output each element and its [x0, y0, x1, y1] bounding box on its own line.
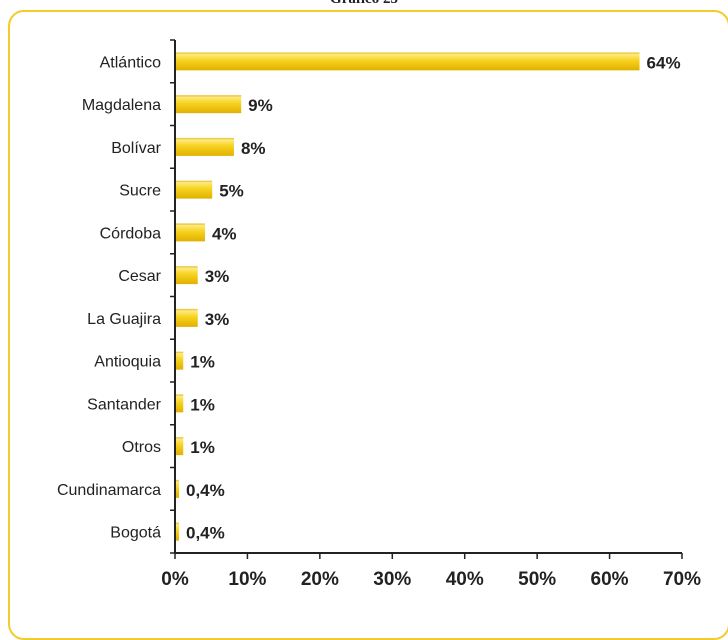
value-label: 0,4%: [186, 524, 225, 543]
bar: [176, 479, 179, 498]
bar: [176, 137, 234, 156]
bar: [176, 522, 179, 541]
category-label: Otros: [122, 439, 161, 456]
bar-edge: [176, 308, 198, 311]
value-label: 9%: [248, 96, 273, 115]
category-label: Sucre: [119, 183, 161, 200]
bar-edge: [176, 180, 213, 183]
bar: [176, 351, 184, 370]
bar-edge: [176, 266, 198, 268]
x-tick-label: 20%: [301, 569, 339, 590]
x-tick-label: 10%: [228, 569, 266, 590]
bar-edge: [176, 394, 184, 396]
axis-layer: [170, 39, 683, 559]
bar-edge: [176, 522, 179, 525]
bar: [176, 95, 242, 114]
value-label: 8%: [241, 139, 266, 158]
x-tick-label: 0%: [161, 569, 189, 590]
value-label: 3%: [205, 267, 230, 286]
category-label: La Guajira: [87, 311, 161, 328]
category-label: Bolívar: [111, 140, 161, 157]
bar-edge: [176, 52, 640, 54]
bar-edge: [176, 437, 184, 439]
category-label: Magdalena: [82, 97, 161, 114]
x-tick-label: 40%: [446, 569, 484, 590]
value-label: 4%: [212, 224, 237, 243]
bar: [176, 180, 213, 199]
category-label: Cundinamarca: [57, 482, 161, 499]
value-label: 1%: [190, 438, 215, 457]
category-label: Córdoba: [100, 225, 161, 242]
bar: [176, 437, 184, 456]
value-label: 1%: [190, 353, 215, 372]
value-label: 0,4%: [186, 481, 225, 500]
chart-title: Gráfico 25: [0, 0, 728, 8]
x-tick-label: 60%: [591, 569, 629, 590]
bar: [176, 223, 205, 242]
bar-edge: [176, 95, 242, 97]
bar-chart: 0% 10% 20% 30% 40% 50% 60% 70% Atlántico 64% Magda…: [57, 39, 701, 590]
x-tick-label: 70%: [663, 569, 701, 590]
category-label: Atlántico: [100, 54, 161, 71]
labels-layer: 0% 10% 20% 30% 40% 50% 60% 70% Atlántico 64% Magda…: [57, 53, 701, 590]
category-label: Cesar: [118, 268, 161, 285]
x-tick-label: 30%: [373, 569, 411, 590]
bar: [176, 52, 640, 71]
bar-edge: [176, 223, 205, 225]
value-label: 1%: [190, 395, 215, 414]
bar-edge: [176, 137, 234, 140]
bars-layer: [176, 52, 640, 541]
bar: [176, 394, 184, 413]
bar-edge: [176, 479, 179, 482]
category-label: Santander: [87, 396, 162, 413]
category-label: Bogotá: [110, 525, 161, 542]
value-label: 64%: [647, 53, 681, 72]
x-tick-label: 50%: [518, 569, 556, 590]
bar: [176, 266, 198, 285]
value-label: 5%: [219, 182, 244, 201]
bar: [176, 308, 198, 327]
bar-edge: [176, 351, 184, 354]
value-label: 3%: [205, 310, 230, 329]
category-label: Antioquia: [94, 354, 161, 371]
